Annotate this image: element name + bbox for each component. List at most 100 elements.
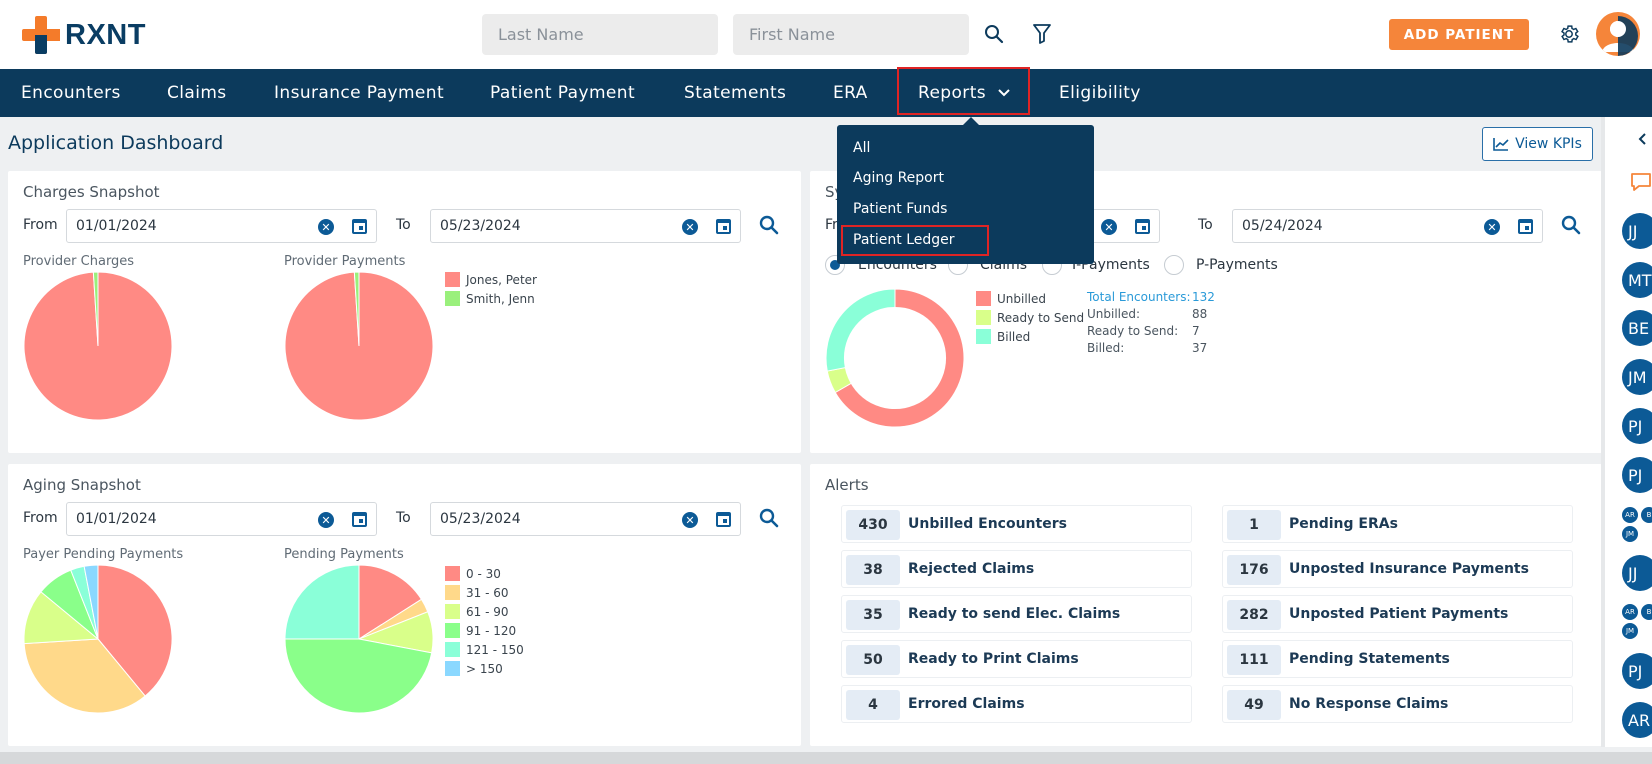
rail-avatar[interactable]: JM <box>1622 359 1652 395</box>
clear-icon[interactable]: ✕ <box>1484 219 1500 235</box>
nav-eligibility[interactable]: Eligibility <box>1059 83 1141 103</box>
user-avatar[interactable] <box>1596 12 1640 56</box>
alert-text: Ready to Print Claims <box>908 651 1079 667</box>
charges-snapshot-panel: Charges Snapshot From 01/01/2024 ✕ To 05… <box>8 171 801 453</box>
legend-swatch <box>445 604 460 619</box>
rail-mini-avatar[interactable]: AR <box>1622 507 1638 523</box>
legend-label: > 150 <box>466 661 503 676</box>
legend-item: > 150 <box>445 659 524 678</box>
alert-ready-print-claims[interactable]: 50 Ready to Print Claims <box>841 640 1192 678</box>
alert-no-response-claims[interactable]: 49 No Response Claims <box>1222 685 1573 723</box>
legend-item: Smith, Jenn <box>445 289 537 308</box>
radio-p-payments-label: P-Payments <box>1196 257 1278 273</box>
alert-unbilled-encounters[interactable]: 430 Unbilled Encounters <box>841 505 1192 543</box>
calendar-icon[interactable] <box>1518 219 1533 234</box>
stat-key: Unbilled: <box>1087 307 1141 321</box>
rxnt-logo[interactable]: RXNT <box>22 16 146 54</box>
alert-ready-elec-claims[interactable]: 35 Ready to send Elec. Claims <box>841 595 1192 633</box>
rail-mini-avatar[interactable]: AR <box>1622 604 1638 620</box>
alert-pending-eras[interactable]: 1 Pending ERAs <box>1222 505 1573 543</box>
alert-count: 50 <box>846 645 900 675</box>
to-date-field[interactable]: 05/23/2024 ✕ <box>430 502 741 536</box>
first-name-input[interactable] <box>733 14 969 55</box>
legend-swatch <box>976 291 991 306</box>
rail-avatar[interactable]: MT <box>1622 262 1652 298</box>
search-icon[interactable] <box>758 507 780 529</box>
chat-icon[interactable] <box>1629 171 1652 193</box>
nav-encounters[interactable]: Encounters <box>21 83 121 103</box>
menu-item-patient-funds[interactable]: Patient Funds <box>853 201 948 217</box>
search-icon[interactable] <box>982 22 1006 46</box>
calendar-icon[interactable] <box>1135 219 1150 234</box>
nav-patient-payment[interactable]: Patient Payment <box>490 83 636 103</box>
alert-rejected-claims[interactable]: 38 Rejected Claims <box>841 550 1192 588</box>
menu-item-all[interactable]: All <box>853 140 871 156</box>
nav-claims[interactable]: Claims <box>167 83 227 103</box>
rail-avatar[interactable]: PJ <box>1622 408 1652 444</box>
search-icon[interactable] <box>1560 214 1582 236</box>
nav-insurance-payment[interactable]: Insurance Payment <box>274 83 445 103</box>
panel-title: Aging Snapshot <box>23 476 141 494</box>
summary-snapshot-panel: Sy Fr ✕ To 05/24/2024 ✕ Encounters Claim… <box>810 171 1602 453</box>
legend-item: Billed <box>976 327 1084 346</box>
alert-count: 111 <box>1227 645 1281 675</box>
nav-reports[interactable]: Reports <box>918 69 1010 117</box>
aging-snapshot-panel: Aging Snapshot From 01/01/2024 ✕ To 05/2… <box>8 464 801 746</box>
from-label: From <box>23 217 58 233</box>
stat-value: 132 <box>1192 290 1215 304</box>
alert-count: 38 <box>846 555 900 585</box>
rail-avatar[interactable]: PJ <box>1622 457 1652 493</box>
to-date-field[interactable]: 05/24/2024 ✕ <box>1232 209 1543 243</box>
alert-text: Pending ERAs <box>1289 516 1398 532</box>
rail-mini-avatar[interactable]: B <box>1641 507 1652 523</box>
from-date-field[interactable]: 01/01/2024 ✕ <box>66 209 377 243</box>
legend-label: 61 - 90 <box>466 604 509 619</box>
to-date-field[interactable]: 05/23/2024 ✕ <box>430 209 741 243</box>
last-name-input[interactable] <box>482 14 718 55</box>
encounter-stats: Total Encounters: 132 Unbilled: 88 Ready t… <box>1087 290 1215 358</box>
chevron-left-icon[interactable] <box>1635 131 1649 147</box>
alert-count: 1 <box>1227 510 1281 540</box>
rail-avatar[interactable]: PJ <box>1622 653 1652 689</box>
provider-charges-pie <box>23 271 173 421</box>
dropdown-caret <box>963 117 979 125</box>
calendar-icon[interactable] <box>352 512 367 527</box>
from-date-field[interactable]: 01/01/2024 ✕ <box>66 502 377 536</box>
rail-avatar[interactable]: JJ <box>1622 213 1652 249</box>
panel-title: Charges Snapshot <box>23 183 160 201</box>
menu-item-aging-report[interactable]: Aging Report <box>853 170 944 186</box>
clear-icon[interactable]: ✕ <box>682 512 698 528</box>
filter-icon[interactable] <box>1030 22 1054 46</box>
scrollbar[interactable] <box>1601 117 1605 747</box>
alert-errored-claims[interactable]: 4 Errored Claims <box>841 685 1192 723</box>
legend-label: Unbilled <box>997 291 1047 306</box>
rail-mini-avatar[interactable]: JM <box>1622 623 1638 639</box>
menu-item-patient-ledger[interactable]: Patient Ledger <box>853 232 955 248</box>
alert-text: Pending Statements <box>1289 651 1450 667</box>
legend-label: 121 - 150 <box>466 642 524 657</box>
clear-icon[interactable]: ✕ <box>318 512 334 528</box>
search-icon[interactable] <box>758 214 780 236</box>
alert-unposted-patient[interactable]: 282 Unposted Patient Payments <box>1222 595 1573 633</box>
calendar-icon[interactable] <box>352 219 367 234</box>
rail-avatar[interactable]: AR <box>1622 702 1652 738</box>
rail-avatar[interactable]: BE <box>1622 310 1652 346</box>
nav-era[interactable]: ERA <box>833 83 868 103</box>
rail-avatar[interactable]: JJ <box>1622 555 1652 591</box>
stat-value: 37 <box>1192 341 1208 355</box>
calendar-icon[interactable] <box>716 219 731 234</box>
rail-mini-avatar[interactable]: B <box>1641 604 1652 620</box>
horizontal-scrollbar[interactable] <box>0 752 1652 764</box>
alert-pending-statements[interactable]: 111 Pending Statements <box>1222 640 1573 678</box>
gear-icon[interactable] <box>1556 21 1582 47</box>
radio-p-payments[interactable] <box>1164 255 1184 275</box>
nav-statements[interactable]: Statements <box>684 83 787 103</box>
calendar-icon[interactable] <box>716 512 731 527</box>
clear-icon[interactable]: ✕ <box>1101 219 1117 235</box>
clear-icon[interactable]: ✕ <box>682 219 698 235</box>
rail-mini-avatar[interactable]: JM <box>1622 526 1638 542</box>
alert-unposted-insurance[interactable]: 176 Unposted Insurance Payments <box>1222 550 1573 588</box>
clear-icon[interactable]: ✕ <box>318 219 334 235</box>
add-patient-button[interactable]: ADD PATIENT <box>1389 19 1529 50</box>
view-kpis-button[interactable]: View KPIs <box>1482 127 1593 161</box>
